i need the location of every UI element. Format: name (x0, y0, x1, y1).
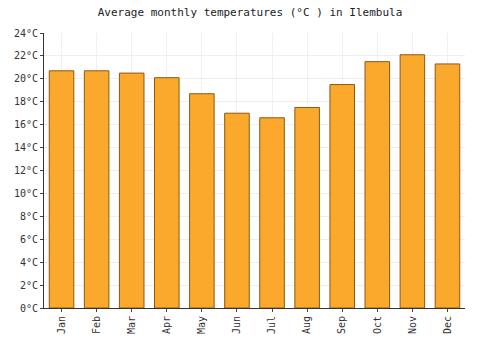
svg-text:Apr: Apr (161, 316, 172, 334)
svg-text:22°C: 22°C (14, 50, 38, 61)
svg-text:May: May (196, 316, 207, 334)
svg-text:16°C: 16°C (14, 119, 38, 130)
svg-text:Dec: Dec (442, 316, 453, 334)
svg-text:Oct: Oct (372, 316, 383, 334)
svg-text:Average monthly temperatures (: Average monthly temperatures (°C ) in Il… (98, 6, 403, 19)
svg-text:8°C: 8°C (20, 211, 38, 222)
svg-text:10°C: 10°C (14, 188, 38, 199)
svg-text:Sep: Sep (336, 316, 347, 334)
svg-text:Aug: Aug (301, 316, 312, 334)
svg-text:18°C: 18°C (14, 96, 38, 107)
svg-text:12°C: 12°C (14, 165, 38, 176)
svg-text:0°C: 0°C (20, 303, 38, 314)
svg-text:Jun: Jun (231, 316, 242, 334)
svg-text:2°C: 2°C (20, 280, 38, 291)
svg-text:Jul: Jul (266, 316, 277, 334)
svg-text:Nov: Nov (407, 316, 418, 334)
svg-text:Mar: Mar (126, 316, 137, 334)
svg-text:Jan: Jan (56, 316, 67, 334)
svg-text:6°C: 6°C (20, 234, 38, 245)
svg-text:Feb: Feb (91, 316, 102, 334)
svg-text:14°C: 14°C (14, 142, 38, 153)
svg-text:4°C: 4°C (20, 257, 38, 268)
svg-text:20°C: 20°C (14, 73, 38, 84)
svg-text:24°C: 24°C (14, 28, 38, 39)
